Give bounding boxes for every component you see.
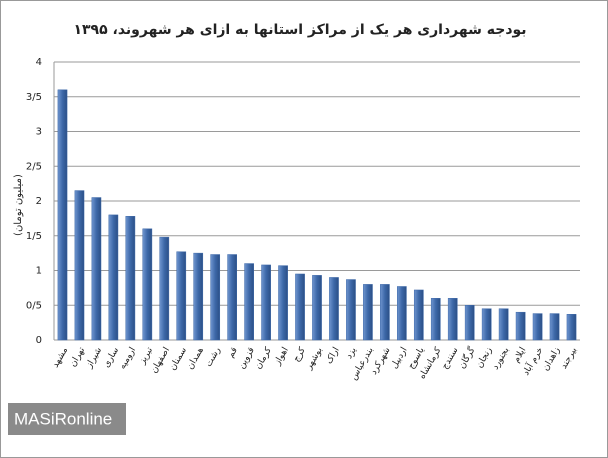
bar [515, 311, 526, 341]
bar [125, 216, 136, 341]
watermark: MASiRonline [14, 409, 112, 428]
bar [346, 279, 356, 341]
bar [295, 273, 305, 341]
bar [74, 190, 85, 341]
bar [244, 263, 254, 341]
bar [210, 254, 221, 341]
y-tick-label: 2 [36, 196, 42, 207]
y-tick-label: 0/5 [26, 300, 42, 311]
bar [108, 214, 119, 341]
bar [312, 275, 322, 341]
bar [363, 284, 373, 341]
bar [566, 314, 577, 341]
watermark-box [8, 403, 126, 435]
chart-title: بودجه شهرداری هر یک از مراکز استانها به … [73, 22, 526, 38]
y-tick-label: 3 [36, 127, 42, 138]
bar [532, 313, 543, 341]
bar [380, 284, 390, 341]
bar [329, 277, 339, 341]
bar [430, 298, 441, 341]
bar [447, 298, 458, 341]
bar [549, 313, 560, 341]
bar [193, 252, 204, 341]
y-tick-label: 1/5 [26, 231, 42, 242]
y-axis-label: (میلیون تومان) [13, 174, 24, 236]
x-tick-label: قم [226, 346, 240, 360]
y-tick-label: 1 [36, 266, 42, 277]
y-tick-label: 0 [36, 335, 42, 346]
y-tick-label: 2/5 [26, 161, 42, 172]
bar [227, 254, 237, 341]
bar [261, 264, 271, 341]
bar [91, 197, 102, 341]
bar [413, 289, 424, 341]
bar [397, 286, 407, 341]
bar [57, 89, 68, 341]
bar [498, 308, 509, 341]
bar [159, 236, 170, 341]
y-tick-label: 3/5 [26, 92, 42, 103]
y-tick-label: 4 [36, 57, 42, 68]
bar [142, 228, 153, 341]
bar [481, 308, 492, 341]
bar [176, 251, 187, 341]
bar [278, 265, 288, 341]
bar [464, 305, 475, 341]
